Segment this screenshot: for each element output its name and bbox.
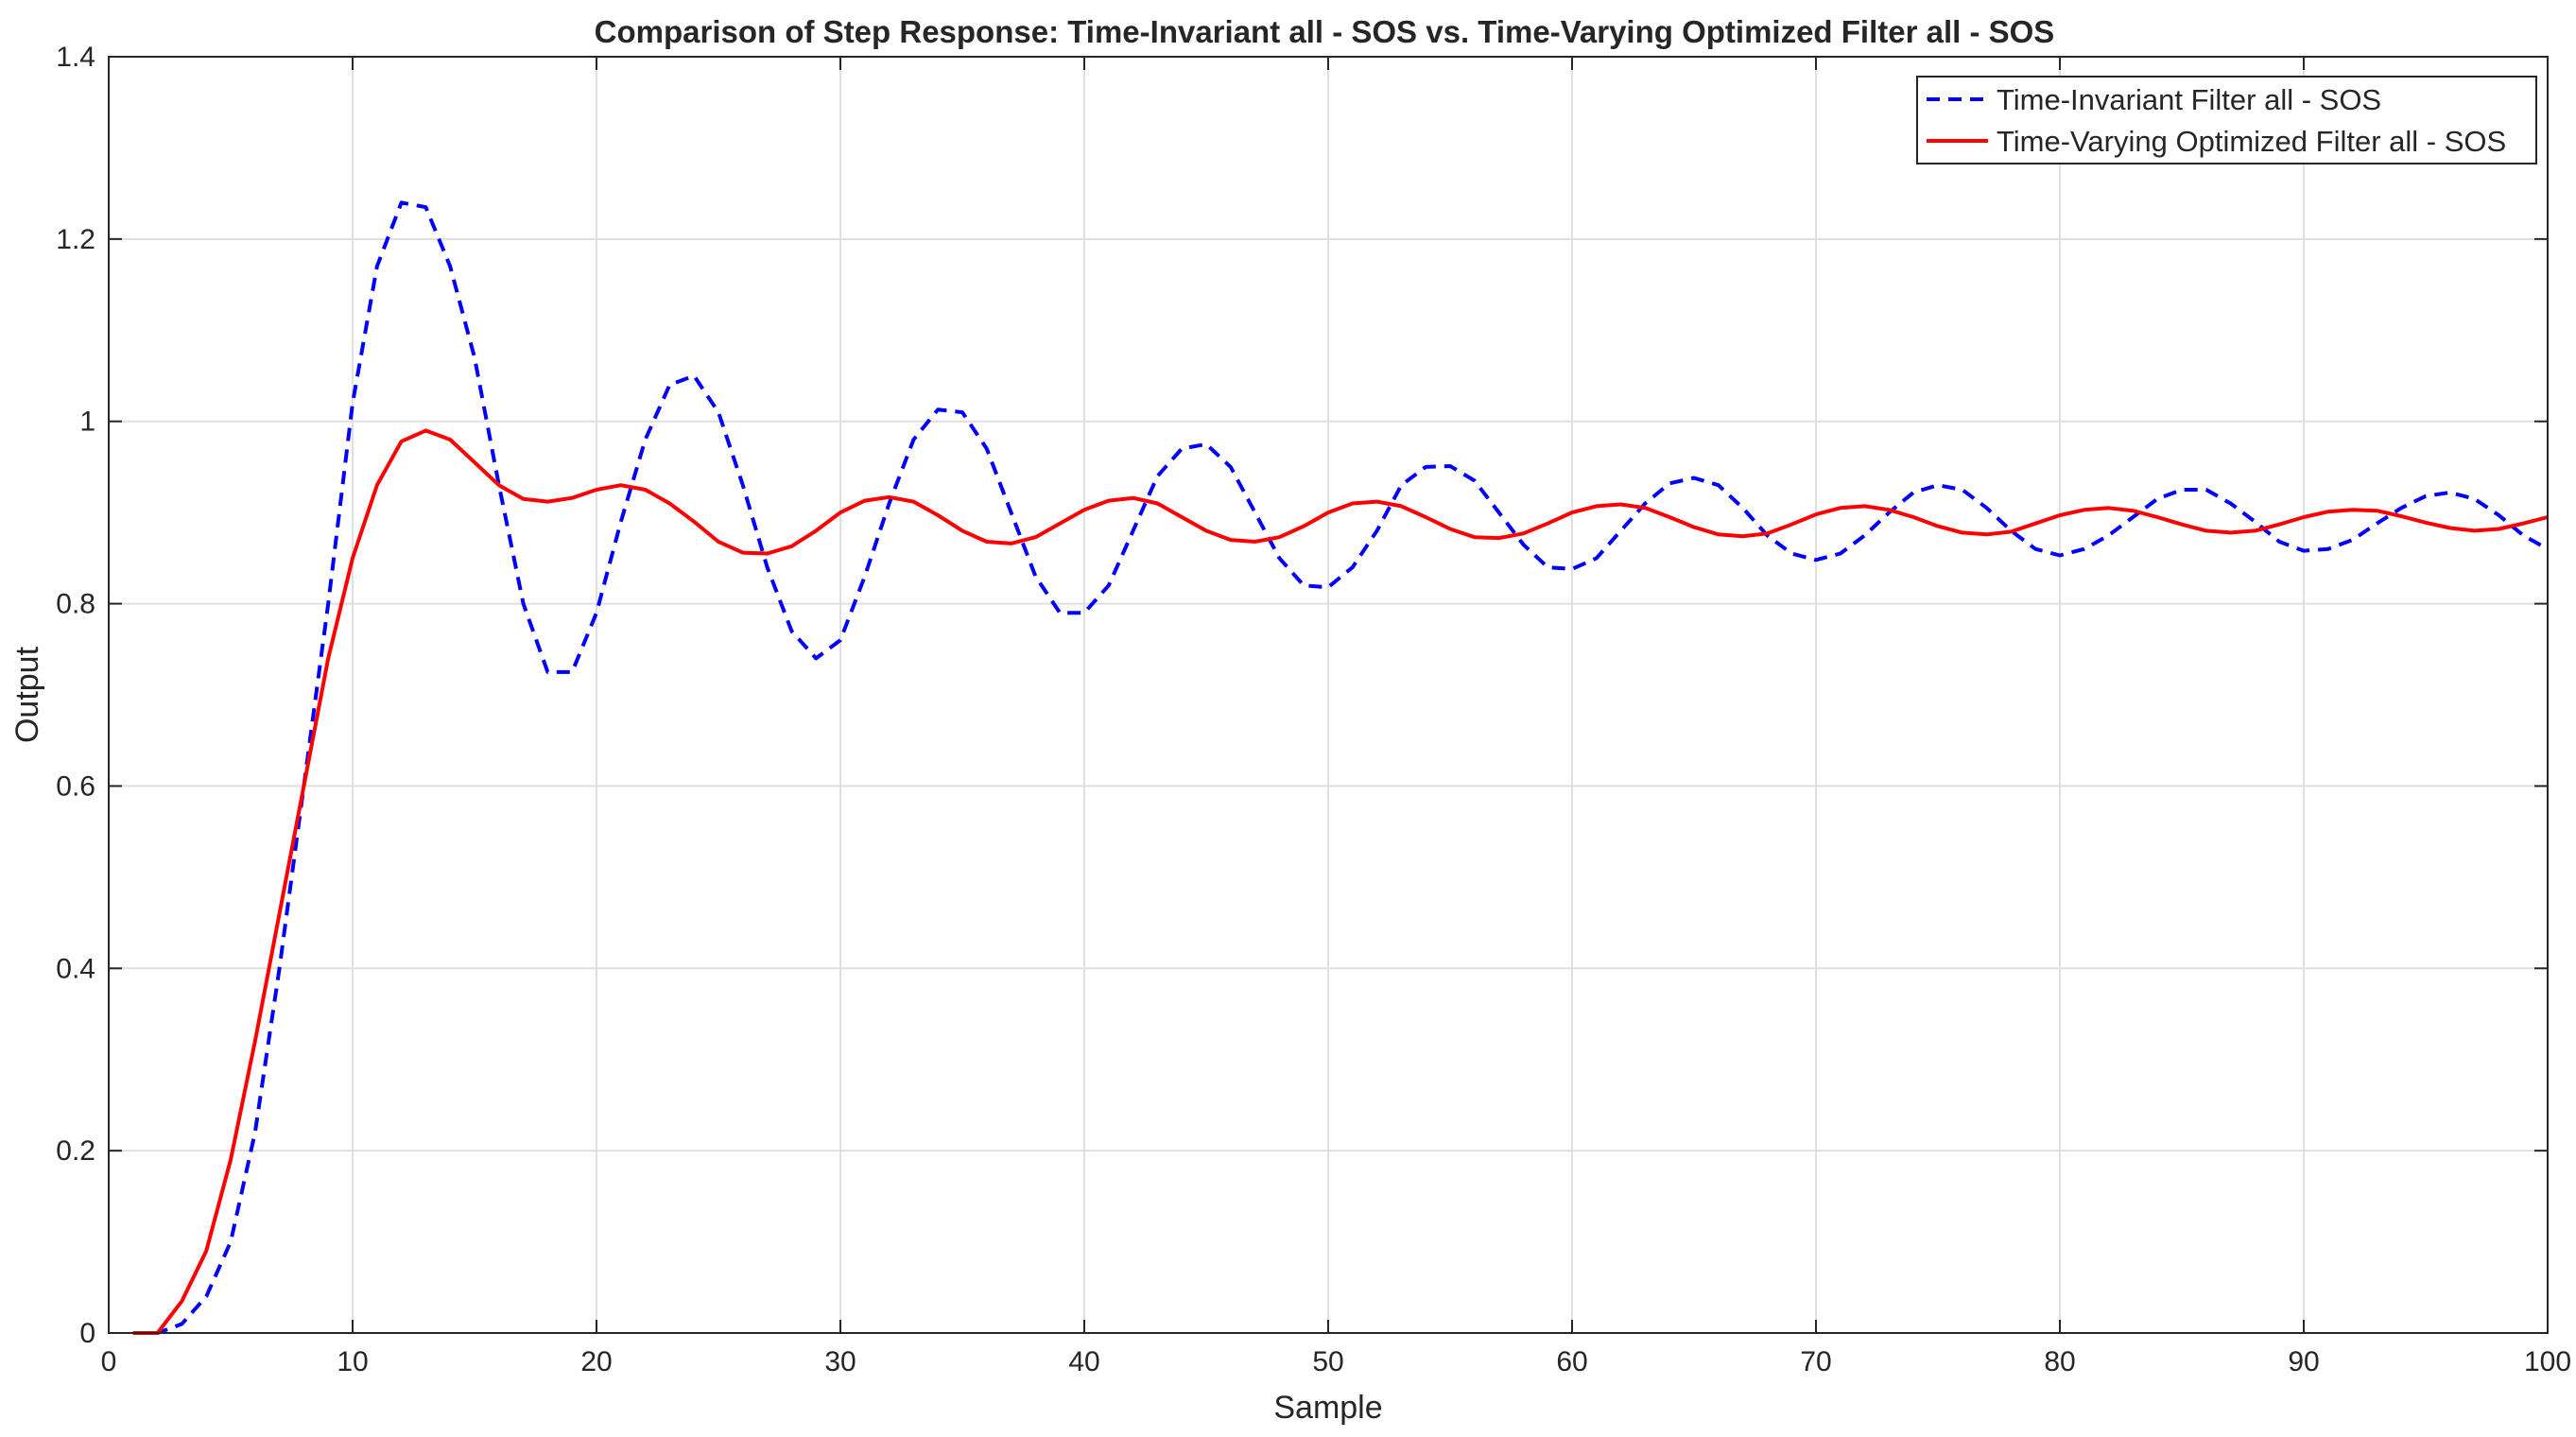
x-tick-label: 30 bbox=[824, 1346, 856, 1377]
ticks bbox=[108, 56, 2549, 1334]
y-axis-label: Output bbox=[9, 646, 45, 743]
series-line-2 bbox=[132, 428, 2549, 1335]
x-tick-label: 70 bbox=[1800, 1346, 1831, 1377]
x-tick-label: 100 bbox=[2524, 1346, 2571, 1377]
y-tick-label: 0.4 bbox=[56, 953, 95, 984]
y-tick-label: 0.8 bbox=[56, 589, 95, 620]
x-tick-label: 80 bbox=[2044, 1346, 2075, 1377]
legend: Time-Invariant Filter all - SOS Time-Vary… bbox=[1916, 76, 2537, 164]
x-tick-label: 0 bbox=[101, 1346, 117, 1377]
y-tick-label: 0 bbox=[79, 1318, 95, 1349]
y-tick-label: 1.4 bbox=[56, 42, 95, 73]
y-tick-label: 0.2 bbox=[56, 1135, 95, 1167]
x-tick-label: 50 bbox=[1312, 1346, 1343, 1377]
legend-box bbox=[1916, 76, 2537, 164]
x-tick-label: 60 bbox=[1556, 1346, 1587, 1377]
y-tick-label: 0.6 bbox=[56, 770, 95, 802]
x-axis-label: Sample bbox=[1273, 1390, 1382, 1426]
x-tick-label: 90 bbox=[2288, 1346, 2319, 1377]
legend-label-1: Time-Invariant Filter all - SOS bbox=[1997, 83, 2381, 116]
x-tick-labels: 0 10 20 30 40 50 60 70 80 90 100 bbox=[101, 1346, 2571, 1377]
y-tick-label: 1.2 bbox=[56, 224, 95, 255]
x-tick-label: 40 bbox=[1068, 1346, 1099, 1377]
y-tick-label: 1 bbox=[79, 407, 95, 438]
x-tick-label: 20 bbox=[580, 1346, 612, 1377]
x-tick-label: 10 bbox=[337, 1346, 368, 1377]
series-layer bbox=[132, 200, 2549, 1335]
y-tick-labels: 0 0.2 0.4 0.6 0.8 1 1.2 1.4 bbox=[56, 42, 95, 1349]
chart-title: Comparison of Step Response: Time-Invari… bbox=[595, 14, 2055, 49]
legend-label-2: Time-Varying Optimized Filter all - SOS bbox=[1997, 125, 2506, 158]
